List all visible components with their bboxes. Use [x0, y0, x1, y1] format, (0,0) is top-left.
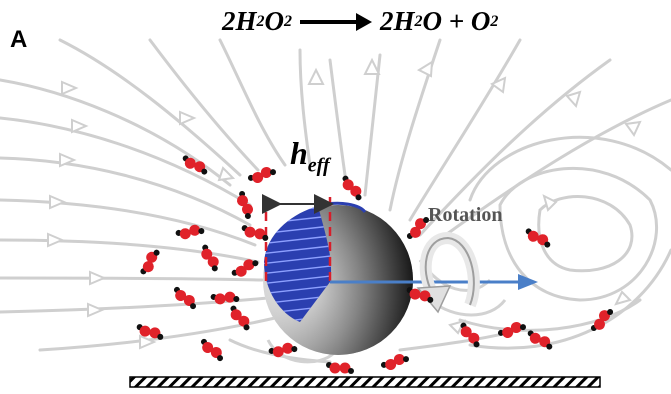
h2o2-molecules: [136, 155, 614, 374]
streamline: [458, 298, 642, 332]
eq-lhs-coef: 2: [222, 6, 236, 36]
streamline: [328, 58, 347, 177]
streamline: [363, 53, 382, 197]
heff-markers: [262, 194, 334, 282]
rotation-label: Rotation: [428, 204, 503, 226]
eq-rhs1-o: O: [422, 6, 443, 36]
streamline-arrowhead: [179, 110, 197, 126]
eq-lhs-h: H: [235, 6, 257, 36]
streamline: [0, 156, 252, 227]
eq-rhs1-h: H: [393, 6, 415, 36]
streamline: [0, 198, 257, 247]
h2o2-molecule: [201, 244, 219, 272]
streamline: [58, 38, 242, 177]
streamline: [0, 276, 264, 282]
eq-lhs-o: O: [264, 6, 285, 36]
h2o2-molecule: [182, 155, 208, 175]
streamline-arrowhead: [614, 290, 632, 306]
eq-rhs1-sub: 2: [414, 12, 423, 30]
streamline: [148, 38, 260, 172]
streamline-arrowhead: [89, 270, 107, 286]
streamline: [218, 38, 287, 167]
streamline-arrowhead: [542, 194, 558, 212]
h2o2-molecule: [525, 228, 551, 248]
h2o2-molecule: [380, 354, 410, 370]
streamline-arrowhead: [61, 80, 79, 96]
heff-label: heff: [290, 135, 330, 177]
streamline: [423, 98, 671, 252]
h2o2-molecule: [231, 259, 259, 277]
eq-rhs2-sub: 2: [490, 12, 499, 30]
streamline-arrowhead: [565, 90, 582, 109]
streamline-arrowhead: [217, 166, 236, 182]
h2o2-molecule: [342, 175, 362, 201]
h2o2-molecule: [210, 291, 240, 305]
streamline: [468, 135, 671, 202]
h2o2-molecule: [527, 330, 553, 350]
h2o2-molecule: [140, 249, 160, 275]
eq-rhs1-coef: 2: [380, 6, 394, 36]
panel-label: A: [10, 26, 28, 53]
h2o2-molecule: [247, 167, 277, 183]
heff-main: h: [290, 135, 308, 171]
h2o2-molecule: [590, 308, 614, 332]
h2o2-molecule: [200, 338, 224, 362]
h2o2-molecule: [326, 362, 354, 374]
h2o2-molecule: [237, 190, 253, 220]
h2o2-molecule: [230, 305, 250, 331]
streamline: [298, 48, 312, 167]
h2o2-molecule: [136, 324, 164, 340]
eq-lhs-sub1: 2: [256, 12, 265, 30]
h2o2-molecule: [175, 224, 205, 240]
streamline: [418, 58, 612, 237]
flow-streamlines: [0, 38, 671, 364]
streamline-arrowhead: [624, 120, 642, 137]
streamline-arrowhead: [87, 302, 105, 318]
streamline: [498, 166, 659, 302]
h2o2-molecule: [241, 225, 269, 241]
streamline: [0, 238, 260, 264]
heff-sub: eff: [307, 154, 330, 177]
streamline-arrowhead: [49, 194, 67, 210]
h2o2-molecule: [406, 216, 430, 240]
streamline: [0, 116, 252, 207]
h2o2-molecule: [460, 322, 480, 348]
h2o2-molecule: [173, 286, 197, 310]
streamline-arrowheads: [47, 57, 642, 350]
substrate-surface: [129, 376, 601, 388]
h2o2-molecule: [497, 322, 527, 338]
h2o2-molecule: [406, 287, 434, 303]
streamline-arrowhead: [139, 334, 157, 350]
streamline-arrowhead: [416, 60, 434, 78]
eq-rhs2-o: O: [470, 6, 491, 36]
streamline: [408, 38, 522, 222]
streamline-arrowhead: [47, 232, 65, 248]
streamline-arrowhead: [59, 152, 77, 168]
eq-plus: +: [442, 6, 471, 36]
streamline-arrowhead: [363, 57, 381, 75]
streamline: [537, 195, 634, 273]
eq-lhs-sub2: 2: [284, 12, 293, 30]
h2o2-molecule: [268, 342, 298, 358]
streamline-arrowhead: [490, 76, 507, 94]
streamline-arrowhead: [307, 67, 325, 85]
reaction-arrow-icon: [300, 11, 373, 33]
streamline-arrowhead: [71, 118, 89, 134]
